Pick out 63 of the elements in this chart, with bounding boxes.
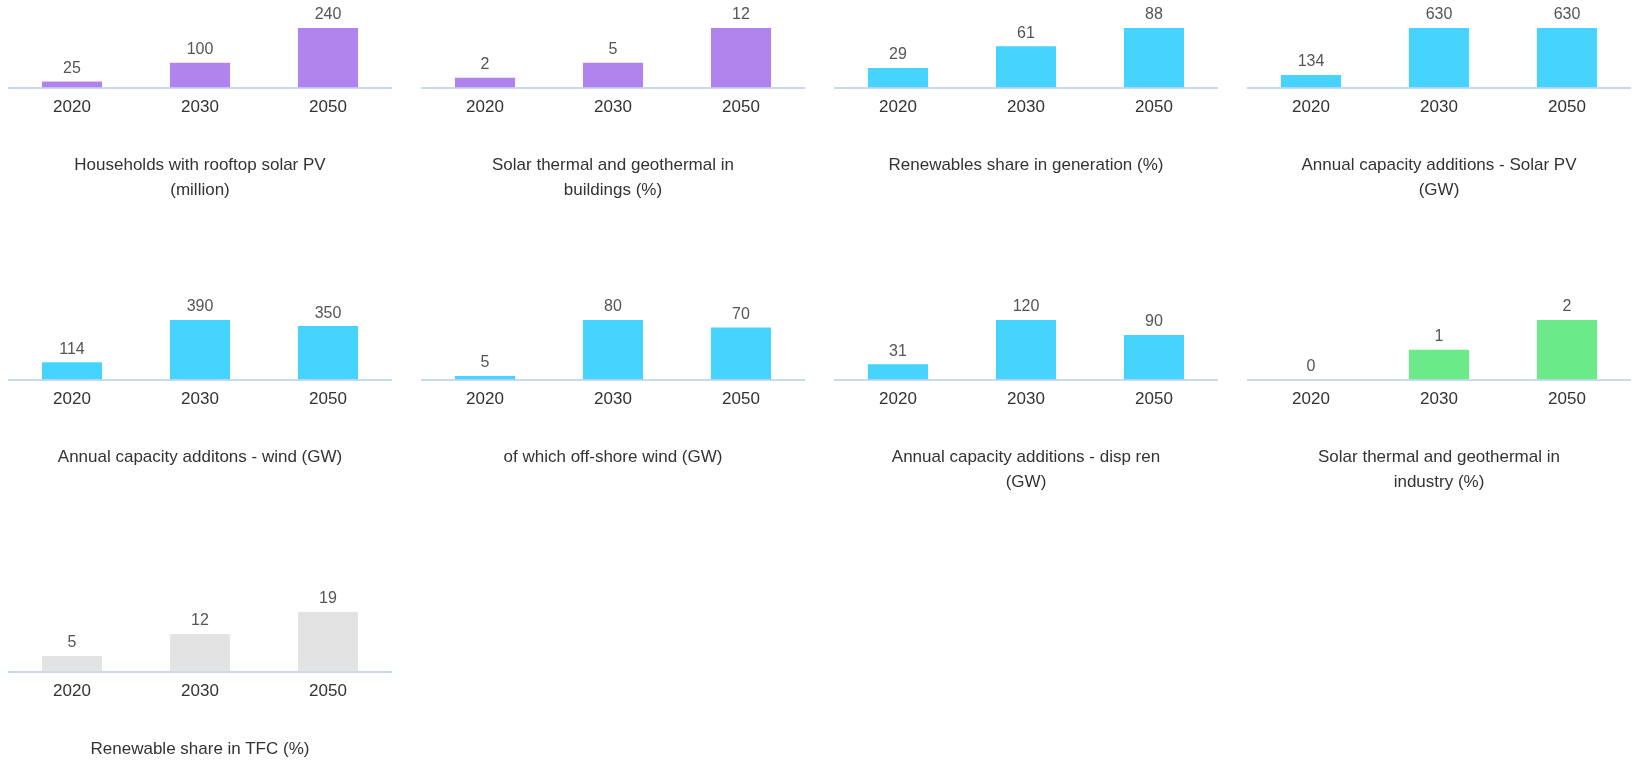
data-label: 70 <box>732 304 750 322</box>
x-tick-label: 2030 <box>181 97 219 117</box>
x-tick-label: 2050 <box>722 389 760 409</box>
x-tick-label: 2050 <box>1135 97 1173 117</box>
data-label: 1 <box>1434 327 1444 345</box>
x-tick-label: 2020 <box>1292 97 1330 117</box>
x-tick-label: 2050 <box>1548 389 1586 409</box>
data-label: 90 <box>1145 312 1163 330</box>
x-tick-label: 2030 <box>594 389 632 409</box>
x-tick-label: 2020 <box>879 389 917 409</box>
data-label: 5 <box>480 353 490 371</box>
x-axis-title: Renewables share in generation (%) <box>887 154 1165 176</box>
x-tick-label: 2030 <box>1007 97 1045 117</box>
x-axis-title: Annual capacity additions - disp ren (GW) <box>890 446 1162 493</box>
data-label: 80 <box>604 297 622 315</box>
x-tick-label: 2020 <box>879 97 917 117</box>
data-label: 88 <box>1145 5 1163 23</box>
x-tick-label: 2020 <box>466 389 504 409</box>
data-label: 31 <box>889 341 907 359</box>
data-label: 5 <box>67 633 77 651</box>
data-label: 350 <box>314 303 342 321</box>
x-tick-label: 2030 <box>1007 389 1045 409</box>
data-label: 630 <box>1553 5 1581 23</box>
data-label: 2 <box>1562 297 1572 315</box>
x-tick-label: 2020 <box>466 97 504 117</box>
x-tick-label: 2030 <box>594 97 632 117</box>
data-label: 29 <box>889 45 907 63</box>
x-tick-label: 2020 <box>53 681 91 701</box>
x-axis-title: Annual capacity additions - Solar PV (GW) <box>1300 154 1578 201</box>
x-tick-label: 2050 <box>309 681 347 701</box>
x-tick-label: 2050 <box>1548 97 1586 117</box>
x-axis-title: of which off-shore wind (GW) <box>502 446 724 468</box>
x-tick-label: 2030 <box>181 389 219 409</box>
data-label: 2 <box>480 55 490 73</box>
x-tick-label: 2030 <box>1420 97 1458 117</box>
data-label: 61 <box>1017 23 1035 41</box>
x-tick-label: 2020 <box>53 389 91 409</box>
data-label: 5 <box>608 40 618 58</box>
data-label: 630 <box>1425 5 1453 23</box>
x-axis-title: Households with rooftop solar PV (million) <box>73 154 327 201</box>
x-axis-title: Renewable share in TFC (%) <box>89 738 311 760</box>
x-axis-title: Solar thermal and geothermal in industry (%) <box>1317 446 1561 493</box>
data-label: 134 <box>1297 52 1325 70</box>
x-tick-label: 2050 <box>309 389 347 409</box>
x-axis-title: Annual capacity additons - wind (GW) <box>56 446 344 468</box>
data-label: 25 <box>63 58 81 76</box>
data-label: 12 <box>732 5 750 23</box>
data-label: 240 <box>314 5 342 23</box>
data-label: 390 <box>186 297 214 315</box>
x-tick-label: 2020 <box>53 97 91 117</box>
data-label: 12 <box>191 611 209 629</box>
x-tick-label: 2050 <box>1135 389 1173 409</box>
x-tick-label: 2050 <box>722 97 760 117</box>
data-label: 100 <box>186 40 214 58</box>
x-tick-label: 2050 <box>309 97 347 117</box>
x-tick-label: 2030 <box>1420 389 1458 409</box>
data-label: 120 <box>1012 297 1040 315</box>
x-tick-label: 2030 <box>181 681 219 701</box>
x-axis-title: Solar thermal and geothermal in buildings (%) <box>491 154 735 201</box>
x-tick-label: 2020 <box>1292 389 1330 409</box>
data-label: 0 <box>1306 357 1316 375</box>
data-label: 19 <box>319 589 337 607</box>
data-label: 114 <box>59 339 85 357</box>
